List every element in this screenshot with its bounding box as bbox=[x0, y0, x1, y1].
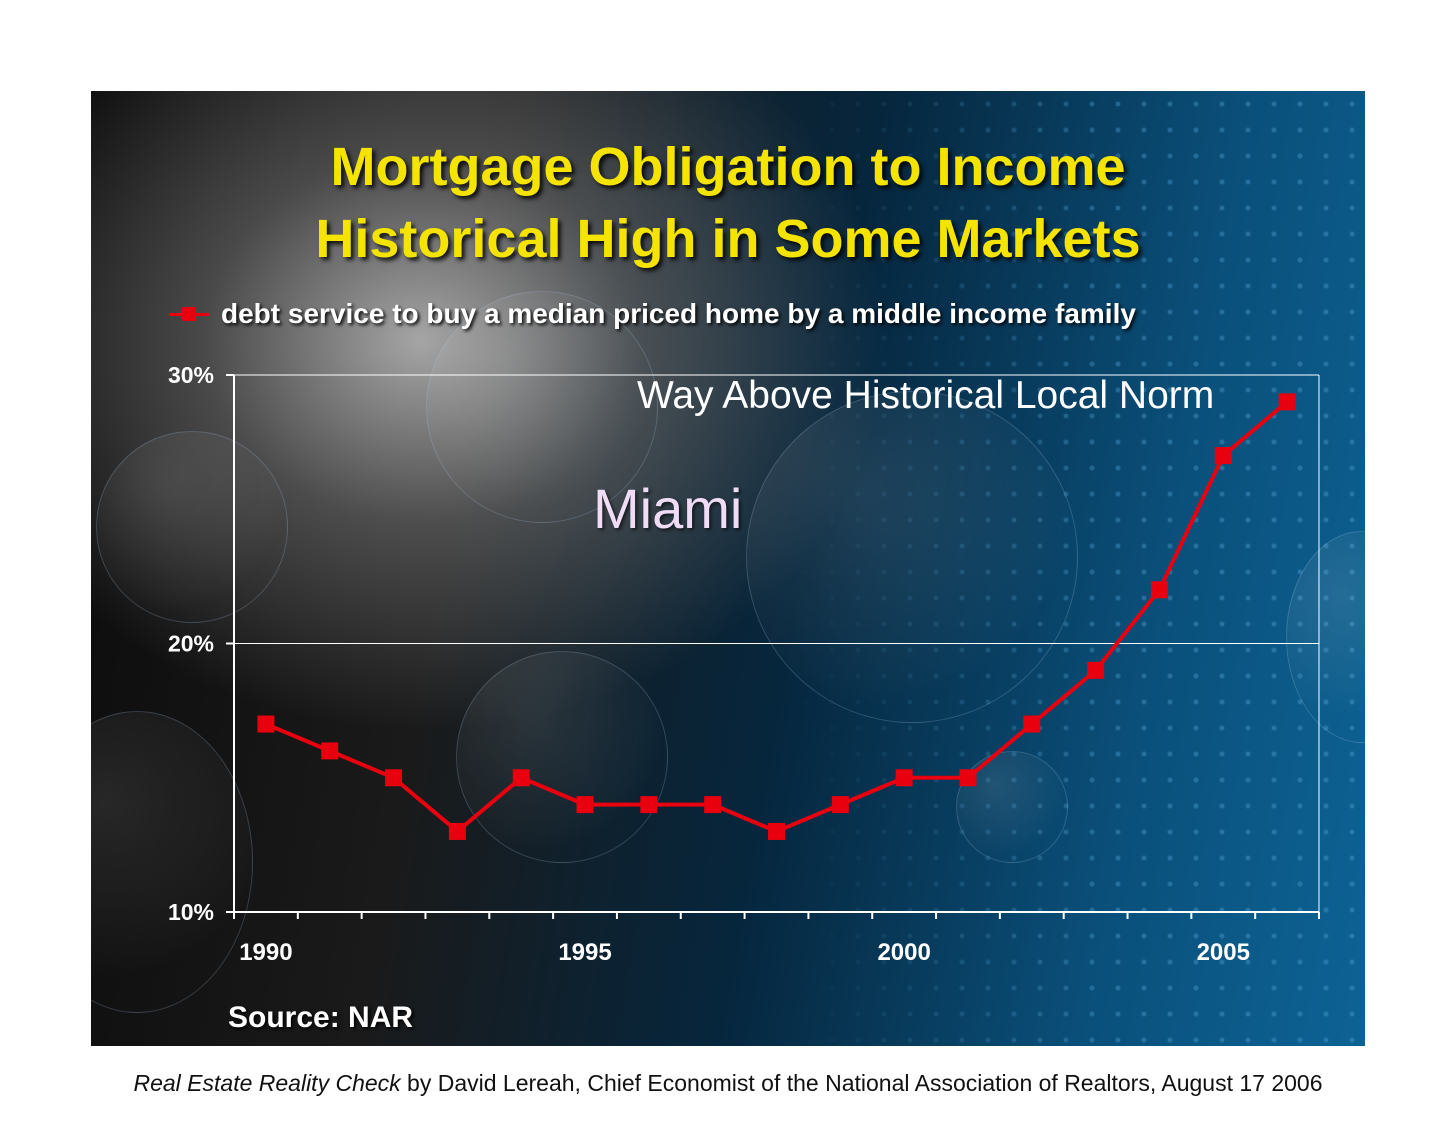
data-point bbox=[385, 769, 403, 787]
data-point bbox=[321, 742, 339, 760]
annotation-city: Miami bbox=[593, 477, 743, 540]
data-point bbox=[257, 715, 275, 733]
x-tick-label: 1990 bbox=[239, 939, 292, 966]
caption-rest: by David Lereah, Chief Economist of the … bbox=[400, 1070, 1323, 1096]
y-tick-label: 30% bbox=[168, 362, 214, 388]
data-point bbox=[448, 822, 466, 840]
data-point bbox=[831, 796, 849, 814]
chart-title-line1: Mortgage Obligation to Income bbox=[330, 137, 1126, 197]
data-point bbox=[1214, 447, 1232, 465]
x-tick-label: 2000 bbox=[877, 939, 930, 966]
y-tick-label: 20% bbox=[168, 631, 214, 657]
data-point bbox=[1150, 581, 1168, 599]
chart-title: Mortgage Obligation to Income Historical… bbox=[91, 131, 1365, 275]
source-label: Source: NAR bbox=[228, 1001, 414, 1034]
caption-italic: Real Estate Reality Check bbox=[133, 1070, 401, 1096]
chart-title-line2: Historical High in Some Markets bbox=[315, 209, 1141, 269]
data-point bbox=[576, 796, 594, 814]
x-tick-label: 2005 bbox=[1197, 939, 1250, 966]
slide-background: Mortgage Obligation to Income Historical… bbox=[91, 91, 1365, 1046]
data-point bbox=[704, 796, 722, 814]
legend-swatch bbox=[169, 304, 209, 324]
x-tick-label: 1995 bbox=[558, 939, 611, 966]
data-point bbox=[640, 796, 658, 814]
annotation-norm: Way Above Historical Local Norm bbox=[637, 374, 1215, 417]
data-point bbox=[1278, 393, 1296, 411]
y-tick-label: 10% bbox=[168, 899, 214, 925]
data-point bbox=[1087, 661, 1105, 679]
data-point bbox=[895, 769, 913, 787]
series-line bbox=[265, 400, 1289, 834]
data-point bbox=[959, 769, 977, 787]
caption: Real Estate Reality Check by David Lerea… bbox=[0, 1070, 1456, 1097]
chart-plot: 10% 20% 30% 1990 1995 2000 2005 bbox=[168, 362, 1320, 966]
data-point bbox=[512, 769, 530, 787]
legend-label: debt service to buy a median priced home… bbox=[221, 298, 1136, 329]
data-point bbox=[1023, 715, 1041, 733]
legend: debt service to buy a median priced home… bbox=[169, 294, 1136, 334]
data-point bbox=[768, 822, 785, 840]
